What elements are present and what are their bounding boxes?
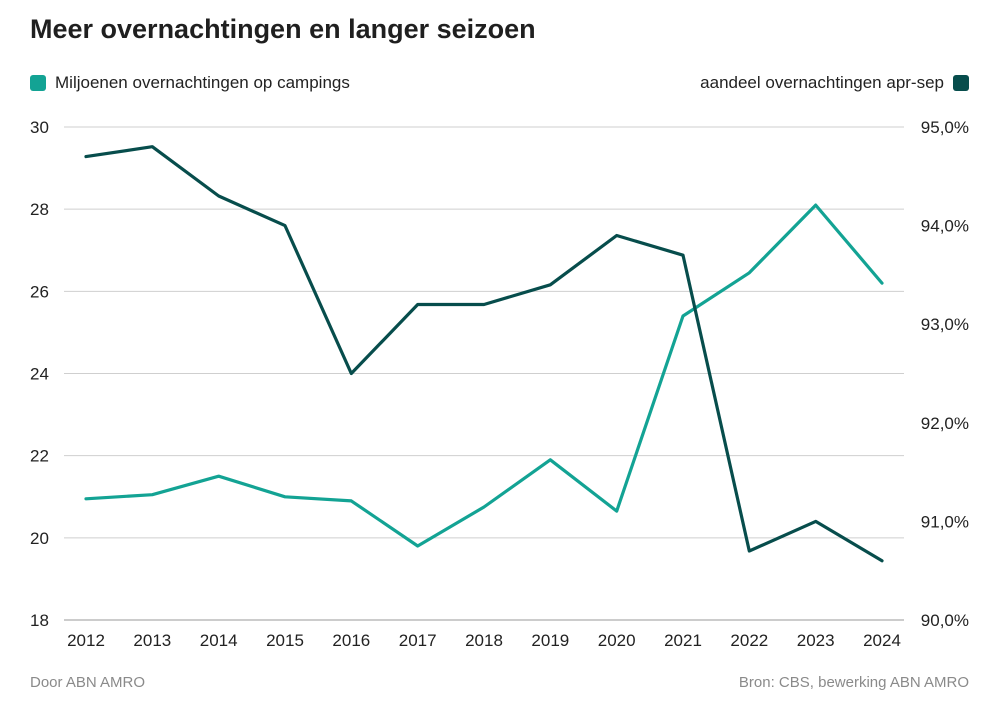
x-tick-label: 2021 <box>664 631 702 650</box>
y-left-tick-label: 20 <box>30 529 49 548</box>
series-line-overnachtingen <box>84 203 884 548</box>
chart-title: Meer overnachtingen en langer seizoen <box>30 14 536 44</box>
y-right-tick-label: 91,0% <box>921 512 969 531</box>
x-tick-label: 2015 <box>266 631 304 650</box>
y-left-tick-label: 22 <box>30 447 49 466</box>
x-tick-label: 2024 <box>863 631 901 650</box>
x-tick-label: 2022 <box>730 631 768 650</box>
x-tick-label: 2014 <box>200 631 238 650</box>
y-right-tick-label: 94,0% <box>921 217 969 236</box>
legend-label-aandeel: aandeel overnachtingen apr-sep <box>700 73 944 92</box>
x-tick-label: 2023 <box>797 631 835 650</box>
x-tick-label: 2013 <box>133 631 171 650</box>
y-left-tick-label: 30 <box>30 118 49 137</box>
x-tick-label: 2018 <box>465 631 503 650</box>
x-tick-label: 2020 <box>598 631 636 650</box>
y-right-tick-label: 92,0% <box>921 414 969 433</box>
legend-swatch-aandeel <box>953 75 969 91</box>
footer-author: Door ABN AMRO <box>30 674 146 691</box>
y-right-tick-label: 93,0% <box>921 315 969 334</box>
x-tick-label: 2012 <box>67 631 105 650</box>
y-right-tick-label: 95,0% <box>921 118 969 137</box>
x-tick-label: 2017 <box>399 631 437 650</box>
y-left-tick-label: 28 <box>30 200 49 219</box>
footer-source: Bron: CBS, bewerking ABN AMRO <box>738 674 969 691</box>
legend-label-overnachtingen: Miljoenen overnachtingen op campings <box>55 73 350 92</box>
x-tick-label: 2016 <box>332 631 370 650</box>
x-tick-label: 2019 <box>531 631 569 650</box>
y-left-tick-label: 24 <box>30 365 49 384</box>
y-right-tick-label: 90,0% <box>921 611 969 630</box>
y-left-tick-label: 26 <box>30 282 49 301</box>
legend-swatch-overnachtingen <box>30 75 46 91</box>
legend-item-overnachtingen: Miljoenen overnachtingen op campings <box>30 73 350 93</box>
series-line-aandeel <box>84 145 884 563</box>
y-left-tick-label: 18 <box>30 611 49 630</box>
legend-item-aandeel: aandeel overnachtingen apr-sep <box>700 73 969 93</box>
